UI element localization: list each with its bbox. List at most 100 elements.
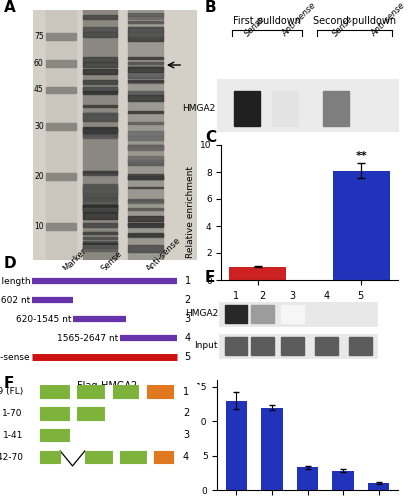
- Bar: [128, 234, 162, 236]
- Text: C: C: [204, 130, 216, 146]
- Text: A: A: [4, 0, 16, 16]
- Text: 1-109 (FL): 1-109 (FL): [0, 387, 23, 396]
- Text: B: B: [204, 0, 216, 16]
- Text: kDa: kDa: [29, 0, 46, 1]
- Bar: [83, 186, 117, 190]
- Bar: [128, 62, 162, 64]
- Bar: [27, 429, 75, 442]
- Bar: [128, 72, 162, 74]
- Bar: [128, 80, 162, 83]
- Bar: [229, 266, 285, 280]
- Bar: [83, 237, 117, 238]
- Bar: [128, 95, 162, 102]
- Bar: [367, 483, 389, 490]
- Bar: [83, 188, 117, 194]
- Bar: [27, 408, 40, 420]
- Bar: [83, 130, 117, 132]
- Bar: [128, 232, 162, 236]
- Text: 1: 1: [184, 276, 190, 286]
- Bar: [46, 60, 76, 66]
- Bar: [27, 408, 120, 420]
- Bar: [83, 171, 117, 174]
- Bar: [128, 245, 162, 252]
- Text: Sense: Sense: [330, 14, 355, 39]
- Bar: [83, 62, 117, 66]
- Bar: [128, 21, 162, 23]
- Bar: [128, 10, 162, 260]
- Bar: [105, 408, 120, 420]
- Bar: [83, 32, 117, 37]
- Bar: [83, 113, 117, 114]
- Bar: [83, 88, 117, 92]
- Bar: [70, 386, 77, 398]
- Text: 1-41: 1-41: [2, 431, 23, 440]
- Text: Marker: Marker: [61, 246, 88, 273]
- Text: 30: 30: [34, 122, 44, 131]
- Bar: [77, 408, 105, 420]
- Bar: [83, 10, 117, 260]
- Text: 10: 10: [34, 222, 44, 231]
- Bar: [46, 174, 76, 180]
- Bar: [27, 386, 40, 398]
- Bar: [250, 306, 273, 322]
- Bar: [128, 67, 162, 72]
- Bar: [128, 122, 162, 124]
- Y-axis label: Relative enrichment: Relative enrichment: [181, 389, 190, 481]
- Text: Second pulldown: Second pulldown: [312, 16, 395, 26]
- Bar: [83, 194, 117, 198]
- Bar: [128, 176, 162, 180]
- Bar: [40, 429, 70, 442]
- Bar: [83, 134, 117, 138]
- Bar: [83, 126, 117, 132]
- Bar: [83, 198, 117, 201]
- Bar: [27, 429, 40, 442]
- Bar: [27, 451, 40, 464]
- Bar: [322, 91, 348, 126]
- Bar: [128, 174, 162, 180]
- Bar: [128, 34, 162, 41]
- Bar: [77, 386, 105, 398]
- Bar: [83, 242, 117, 248]
- Text: 1: 1: [232, 292, 238, 302]
- Bar: [83, 172, 117, 173]
- Bar: [146, 451, 154, 464]
- Bar: [128, 16, 162, 19]
- Text: 3: 3: [289, 292, 295, 302]
- Bar: [83, 187, 117, 194]
- Bar: [224, 306, 247, 322]
- Text: Full length: Full length: [0, 277, 30, 286]
- Bar: [85, 451, 112, 464]
- Text: **: **: [355, 150, 366, 160]
- Bar: [234, 91, 260, 126]
- Bar: [83, 26, 117, 31]
- Bar: [146, 386, 172, 398]
- Text: 4: 4: [323, 292, 328, 302]
- Bar: [105, 386, 112, 398]
- Text: Anti-sense: Anti-sense: [280, 2, 317, 39]
- Bar: [83, 68, 117, 73]
- Bar: [83, 204, 117, 210]
- Bar: [128, 156, 162, 160]
- Bar: [83, 200, 117, 206]
- Bar: [224, 338, 247, 354]
- Bar: [139, 386, 146, 398]
- Text: 20: 20: [34, 172, 44, 181]
- Text: 1565-2647 nt: 1565-2647 nt: [57, 334, 118, 343]
- Bar: [120, 451, 146, 464]
- Bar: [281, 338, 303, 354]
- Bar: [332, 170, 389, 280]
- Bar: [128, 223, 162, 225]
- Text: 3: 3: [182, 430, 189, 440]
- Text: F: F: [4, 376, 14, 390]
- Text: 75: 75: [34, 32, 44, 41]
- Y-axis label: Relative enrichment: Relative enrichment: [185, 166, 194, 258]
- Text: 45: 45: [34, 86, 44, 94]
- Text: Anti-sense: Anti-sense: [0, 352, 30, 362]
- Bar: [128, 33, 162, 36]
- Bar: [83, 204, 117, 208]
- Bar: [218, 334, 376, 358]
- Bar: [128, 144, 162, 150]
- Text: 5: 5: [356, 292, 362, 302]
- Text: 2: 2: [182, 408, 189, 418]
- Bar: [83, 91, 117, 94]
